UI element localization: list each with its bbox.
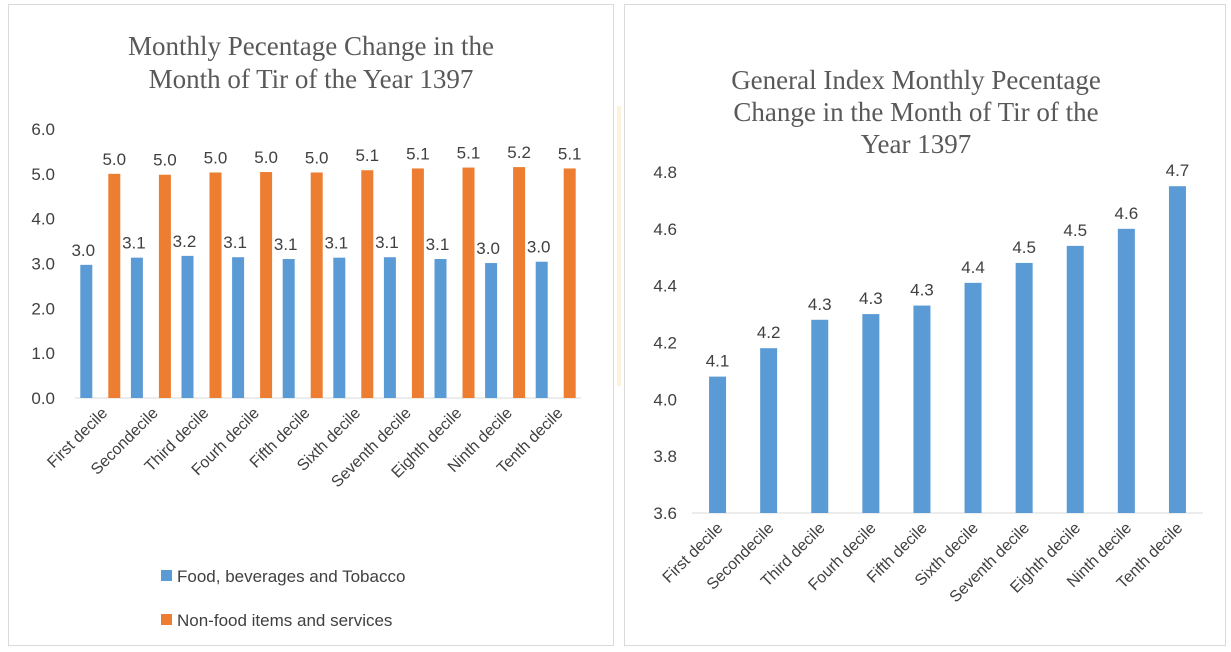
data-label: 5.1	[355, 146, 379, 165]
data-label: 3.0	[476, 239, 500, 258]
data-label: 4.5	[1012, 238, 1036, 257]
data-label: 4.6	[1115, 204, 1139, 223]
y-tick-label: 4.4	[653, 277, 677, 296]
chart-title-line: Change in the Month of Tir of the	[733, 97, 1098, 127]
right-chart-panel: General Index Monthly Pecentage Change in…	[624, 4, 1226, 646]
data-label: 5.0	[102, 150, 126, 169]
y-tick-label: 4.8	[653, 163, 677, 182]
data-label: 5.0	[254, 148, 278, 167]
y-tick-label: 1.0	[31, 344, 55, 363]
data-label: 3.1	[274, 235, 298, 254]
data-label: 4.5	[1063, 221, 1087, 240]
data-label: 4.2	[757, 323, 781, 342]
y-tick-label: 2.0	[31, 299, 55, 318]
chart-bar	[232, 257, 245, 398]
chart-bar	[310, 172, 323, 398]
chart-bar	[485, 263, 498, 398]
chart-bar	[811, 319, 829, 513]
y-tick-label: 6.0	[31, 120, 55, 139]
chart-bar	[913, 305, 931, 513]
chart-bar	[1117, 228, 1135, 514]
data-label: 3.1	[122, 234, 146, 253]
chart-bar	[361, 170, 374, 398]
data-label: 3.1	[223, 233, 247, 252]
chart-bar	[1066, 245, 1084, 513]
chart-bar	[1015, 262, 1033, 513]
data-label: 3.2	[173, 232, 197, 251]
data-label: 4.3	[910, 281, 934, 300]
chart-title-line: Month of Tir of the Year 1397	[149, 64, 474, 94]
data-label: 3.1	[426, 235, 450, 254]
left-chart-panel: Monthly Pecentage Change in the Month of …	[8, 4, 614, 646]
chart-bar	[158, 174, 171, 398]
chart-bar	[80, 264, 93, 398]
chart-title-line: General Index Monthly Pecentage	[731, 65, 1101, 95]
chart-bar	[333, 257, 346, 398]
chart-bar	[513, 167, 526, 398]
chart-bar	[411, 168, 424, 398]
data-label: 4.3	[859, 289, 883, 308]
data-label: 5.1	[558, 144, 582, 163]
chart-bar	[760, 348, 778, 513]
chart-bar	[181, 255, 194, 398]
data-label: 4.7	[1166, 161, 1190, 180]
y-tick-label: 4.6	[653, 220, 677, 239]
y-tick-label: 5.0	[31, 165, 55, 184]
chart-bar	[108, 173, 121, 398]
data-label: 3.0	[71, 241, 95, 260]
data-label: 3.1	[324, 234, 348, 253]
chart-bar	[383, 257, 396, 398]
data-label: 4.3	[808, 295, 832, 314]
y-tick-label: 3.6	[653, 504, 677, 523]
chart-bar	[563, 168, 576, 398]
chart-bar	[862, 314, 880, 513]
data-label: 5.1	[457, 144, 481, 163]
chart-bar	[260, 172, 273, 398]
y-tick-label: 4.0	[653, 390, 677, 409]
data-label: 4.4	[961, 258, 985, 277]
legend-label: Food, beverages and Tobacco	[177, 567, 405, 586]
data-label: 3.0	[527, 238, 551, 257]
chart-bar	[209, 172, 222, 398]
data-label: 5.0	[305, 148, 329, 167]
chart-bar	[130, 257, 143, 398]
chart-bar	[709, 376, 727, 513]
chart-title-line: Monthly Pecentage Change in the	[128, 31, 494, 61]
data-label: 5.0	[204, 148, 228, 167]
y-tick-label: 0.0	[31, 389, 55, 408]
y-tick-label: 3.8	[653, 447, 677, 466]
legend-swatch	[161, 570, 172, 581]
y-tick-label: 4.0	[31, 210, 55, 229]
chart-bar	[462, 167, 475, 398]
chart-bar	[964, 282, 982, 513]
chart-bar	[1168, 186, 1186, 514]
chart-title-line: Year 1397	[861, 129, 972, 159]
divider-strip	[617, 106, 621, 386]
legend-label: Non-food items and services	[177, 611, 392, 630]
chart-bar	[535, 261, 548, 398]
data-label: 3.1	[375, 233, 399, 252]
data-label: 4.1	[706, 352, 730, 371]
data-label: 5.0	[153, 151, 177, 170]
data-label: 5.2	[507, 143, 531, 162]
y-tick-label: 4.2	[653, 334, 677, 353]
y-tick-label: 3.0	[31, 255, 55, 274]
chart-bar	[282, 259, 295, 398]
data-label: 5.1	[406, 144, 430, 163]
chart-bar	[434, 259, 447, 398]
legend-swatch	[161, 614, 172, 625]
